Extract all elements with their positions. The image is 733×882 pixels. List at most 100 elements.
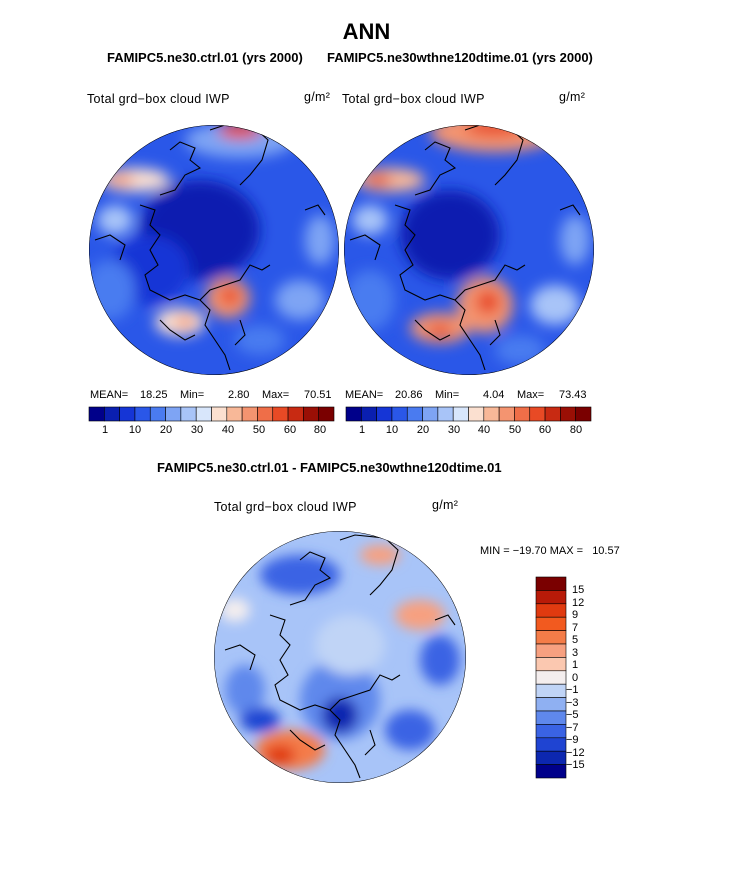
difference-minmax: MIN = −19.70 MAX = 10.57 — [480, 545, 620, 557]
panel1-max-value: 70.51 — [304, 389, 332, 401]
colorbar-swatch — [180, 406, 197, 422]
cb1-tick: 60 — [283, 424, 297, 436]
cb3-tick: 5 — [572, 634, 579, 646]
panel1-mean-label: MEAN= — [90, 389, 129, 401]
colorbar-test — [345, 406, 592, 422]
colorbar-swatch — [535, 737, 567, 752]
colorbar-swatch — [422, 406, 439, 422]
cb2-tick: 50 — [508, 424, 522, 436]
colorbar-swatch — [257, 406, 274, 422]
cb3-tick: −9 — [566, 734, 579, 746]
colorbar-swatch — [535, 657, 567, 672]
panel1-mean-value: 18.25 — [140, 389, 168, 401]
cb3-tick: −15 — [566, 759, 585, 771]
colorbar-swatch — [272, 406, 289, 422]
colorbar-swatch — [560, 406, 576, 422]
figure-title: ANN — [342, 19, 391, 44]
cb3-tick: 9 — [572, 609, 579, 621]
cb2-tick: 80 — [569, 424, 583, 436]
panel2-units-label: g/m² — [559, 90, 586, 104]
colorbar-swatch — [535, 643, 567, 658]
colorbar-swatch — [303, 406, 319, 422]
colorbar-swatch — [376, 406, 393, 422]
colorbar-swatch — [241, 406, 258, 422]
colorbar-swatch — [391, 406, 408, 422]
cb1-tick: 40 — [221, 424, 235, 436]
colorbar-swatch — [535, 576, 567, 591]
cb3-tick: 7 — [572, 622, 579, 634]
colorbar-swatch — [287, 406, 304, 422]
colorbar-swatch — [535, 590, 567, 605]
colorbar-swatch — [452, 406, 469, 422]
cb1-tick: 20 — [159, 424, 173, 436]
colorbar-swatch — [575, 406, 592, 422]
colorbar-swatch — [406, 406, 423, 422]
panel2-mean-label: MEAN= — [345, 389, 384, 401]
cb1-tick: 30 — [190, 424, 204, 436]
panel1-units-label: g/m² — [304, 90, 331, 104]
cb2-tick: 1 — [358, 424, 366, 436]
cb3-tick: 0 — [572, 672, 579, 684]
coastlines-difference — [224, 534, 456, 779]
difference-title: FAMIPC5.ne30.ctrl.01 - FAMIPC5.ne30wthne… — [157, 460, 502, 475]
colorbar-swatch — [514, 406, 531, 422]
panel2-max-label: Max= — [517, 389, 545, 401]
panel2-min-value: 4.04 — [483, 389, 505, 401]
panel3-units-label: g/m² — [432, 498, 459, 512]
panel2-min-label: Min= — [435, 389, 460, 401]
colorbar-swatch — [134, 406, 151, 422]
colorbar-swatch — [535, 724, 567, 739]
cb1-tick: 50 — [252, 424, 266, 436]
panel1-min-value: 2.80 — [228, 389, 250, 401]
cb2-tick: 40 — [477, 424, 491, 436]
cb2-tick: 10 — [385, 424, 399, 436]
panel3-variable-label: Total grd−box cloud IWP — [214, 500, 357, 514]
colorbar-swatch — [498, 406, 515, 422]
cb1-tick: 80 — [313, 424, 327, 436]
colorbar-swatch — [535, 603, 567, 618]
colorbar-swatch — [535, 616, 567, 631]
map-test — [344, 125, 594, 375]
subtitle-test: FAMIPC5.ne30wthne120dtime.01 (yrs 2000) — [327, 50, 593, 65]
colorbar-swatch — [345, 406, 362, 422]
cb3-tick: −5 — [566, 709, 579, 721]
colorbar-swatch — [544, 406, 561, 422]
colorbar-difference — [535, 576, 567, 779]
map-difference — [214, 531, 466, 783]
panel1-variable-label: Total grd−box cloud IWP — [87, 92, 230, 106]
cb3-tick: −12 — [566, 747, 585, 759]
colorbar-swatch — [535, 750, 567, 765]
panel1-min-label: Min= — [180, 389, 205, 401]
cb3-tick: 15 — [572, 584, 585, 596]
colorbar-swatch — [535, 697, 567, 712]
colorbar-swatch — [195, 406, 212, 422]
cb2-tick: 20 — [416, 424, 430, 436]
colorbar-swatch — [535, 670, 567, 685]
colorbar-swatch — [483, 406, 500, 422]
cb3-tick: −7 — [566, 722, 579, 734]
map-control — [89, 125, 339, 375]
cb3-tick: 12 — [572, 597, 585, 609]
cb3-tick: 1 — [572, 659, 579, 671]
colorbar-swatch — [361, 406, 377, 422]
cb1-tick: 10 — [128, 424, 142, 436]
colorbar-swatch — [119, 406, 136, 422]
panel2-mean-value: 20.86 — [395, 389, 423, 401]
panel2-max-value: 73.43 — [559, 389, 587, 401]
coastlines-control — [94, 125, 326, 371]
colorbar-swatch — [149, 406, 166, 422]
cb2-tick: 60 — [538, 424, 552, 436]
cb3-tick: −1 — [566, 684, 579, 696]
colorbar-swatch — [437, 406, 454, 422]
coastlines-test — [349, 125, 581, 371]
colorbar-swatch — [535, 683, 567, 698]
panel2-variable-label: Total grd−box cloud IWP — [342, 92, 485, 106]
colorbar-swatch — [104, 406, 120, 422]
colorbar-swatch — [535, 764, 567, 779]
colorbar-swatch — [318, 406, 335, 422]
colorbar-swatch — [88, 406, 105, 422]
colorbar-swatch — [535, 710, 567, 725]
cb3-tick: 3 — [572, 647, 579, 659]
colorbar-swatch — [468, 406, 485, 422]
